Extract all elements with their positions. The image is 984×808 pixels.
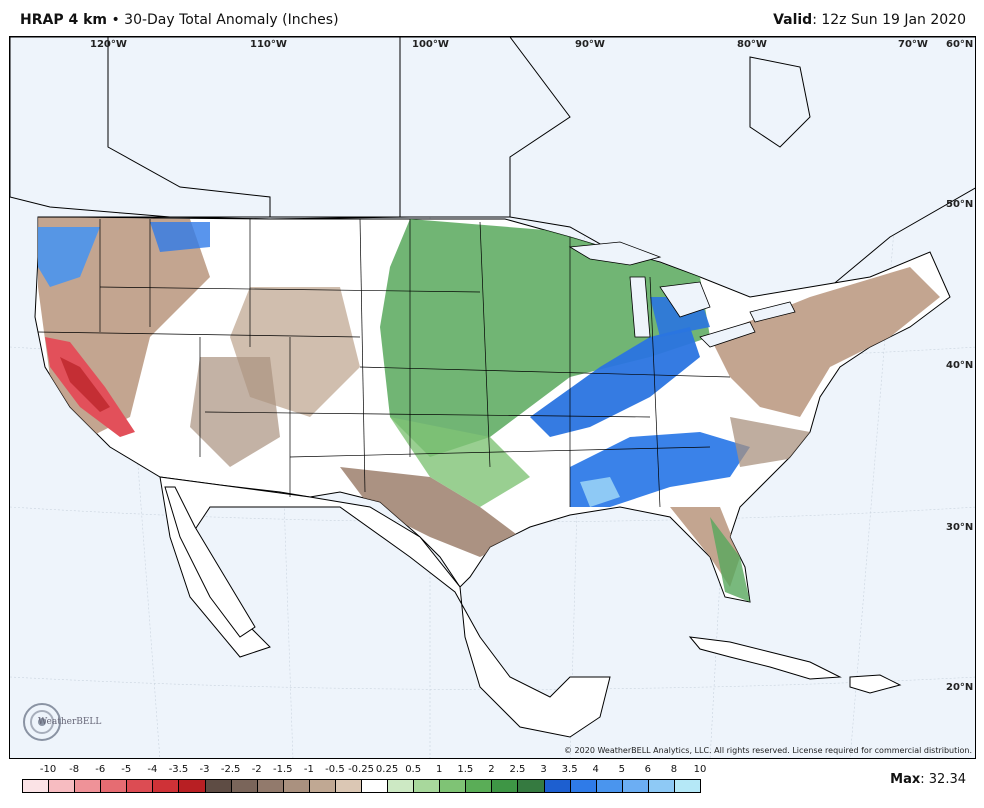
state-borders xyxy=(37,218,731,508)
colorbar-swatch xyxy=(361,779,389,793)
colorbar-swatch xyxy=(621,779,649,793)
colorbar-swatch xyxy=(204,779,232,793)
product-description: 30-Day Total Anomaly (Inches) xyxy=(124,12,339,28)
lat-label-20n: 20°N xyxy=(946,682,974,693)
lon-label-90w: 90°W xyxy=(575,39,605,50)
max-label: Max xyxy=(890,772,921,787)
colorbar-tick-label: 1 xyxy=(436,764,443,775)
colorbar-tick-label: -2 xyxy=(251,764,262,775)
colorbar-swatch xyxy=(465,779,493,793)
header-bar: HRAP 4 km • 30-Day Total Anomaly (Inches… xyxy=(0,0,984,36)
colorbar-swatch xyxy=(491,779,519,793)
colorbar-swatch xyxy=(282,779,310,793)
colorbar-swatch xyxy=(517,779,545,793)
colorbar-tick-label: 6 xyxy=(644,764,652,775)
lon-label-70w: 70°W xyxy=(898,39,928,50)
colorbar-tick-label: 1.5 xyxy=(457,764,474,775)
colorbar-tick-label: -10 xyxy=(39,764,57,775)
anomaly-map xyxy=(10,37,975,758)
colorbar-tick-label: -3 xyxy=(199,764,210,775)
map-frame: 120°W 110°W 100°W 90°W 80°W 70°W 60°N 50… xyxy=(9,36,976,759)
colorbar-swatch xyxy=(387,779,415,793)
lon-label-110w: 110°W xyxy=(250,39,287,50)
colorbar: -10 -8 -6 -5 -4 -3.5 -3 -2.5 -2 -1.5 -1 -0.5 -0.25 0.… xyxy=(22,764,706,794)
weatherbell-logo xyxy=(23,703,61,741)
colorbar-tick-label: -3.5 xyxy=(168,764,189,775)
colorbar-tick-label: 3 xyxy=(540,764,547,775)
colorbar-swatch xyxy=(413,779,441,793)
colorbar-tick-label: 2.5 xyxy=(509,764,526,775)
colorbar-swatch xyxy=(647,779,675,793)
lat-label-60n: 60°N xyxy=(946,39,974,50)
colorbar-swatch xyxy=(595,779,623,793)
colorbar-tick-label: -0.25 xyxy=(348,764,374,775)
colorbar-tick-label: 0.25 xyxy=(375,764,399,775)
colorbar-swatch xyxy=(126,779,154,793)
colorbar-tick-label: -5 xyxy=(121,764,132,775)
valid-value: : 12z Sun 19 Jan 2020 xyxy=(812,12,966,28)
map-title: HRAP 4 km • 30-Day Total Anomaly (Inches… xyxy=(20,12,339,28)
colorbar-tick-label: 4 xyxy=(592,764,599,775)
colorbar-swatch xyxy=(439,779,467,793)
copyright-credit: © 2020 WeatherBELL Analytics, LLC. All r… xyxy=(564,746,972,755)
colorbar-tick-label: -0.5 xyxy=(325,764,345,775)
title-separator: • xyxy=(111,12,120,28)
max-number: : 32.34 xyxy=(920,772,966,787)
colorbar-tick-label: 2 xyxy=(488,764,495,775)
colorbar-tick-label: -6 xyxy=(95,764,106,775)
colorbar-swatch xyxy=(22,779,50,793)
province-border-east xyxy=(509,37,571,217)
colorbar-swatch xyxy=(74,779,102,793)
colorbar-swatch xyxy=(308,779,336,793)
colorbar-tick-label: 8 xyxy=(670,764,678,775)
colorbar-tick-label: -4 xyxy=(147,764,158,775)
colorbar-swatch xyxy=(334,779,362,793)
lon-label-120w: 120°W xyxy=(90,39,127,50)
colorbar-tick-label: -1.5 xyxy=(273,764,293,775)
great-lakes xyxy=(568,241,796,348)
lon-label-80w: 80°W xyxy=(737,39,767,50)
colorbar-swatch xyxy=(673,779,701,793)
colorbar-tick-label: -1 xyxy=(303,764,314,775)
lat-label-30n: 30°N xyxy=(946,522,974,533)
province-border-west xyxy=(107,37,271,217)
colorbar-swatch xyxy=(230,779,258,793)
colorbar-swatch xyxy=(569,779,597,793)
anomaly-shading xyxy=(38,217,940,602)
colorbar-tick-label: 10 xyxy=(693,764,707,775)
colorbar-swatch xyxy=(48,779,76,793)
product-name: HRAP 4 km xyxy=(20,12,107,28)
colorbar-swatch xyxy=(152,779,180,793)
logo-text: WeatherBELL xyxy=(38,717,102,727)
colorbar-tick-label: -2.5 xyxy=(220,764,241,775)
max-value: Max: 32.34 xyxy=(890,772,966,787)
lat-label-40n: 40°N xyxy=(946,360,974,371)
colorbar-swatch xyxy=(100,779,128,793)
colorbar-swatch xyxy=(256,779,284,793)
colorbar-swatch xyxy=(543,779,571,793)
colorbar-tick-label: 3.5 xyxy=(561,764,578,775)
colorbar-tick-label: -8 xyxy=(69,764,80,775)
colorbar-tick-label: 5 xyxy=(618,764,625,775)
valid-time: Valid: 12z Sun 19 Jan 2020 xyxy=(773,12,966,28)
valid-label: Valid xyxy=(773,12,813,28)
colorbar-swatch xyxy=(178,779,206,793)
lon-label-100w: 100°W xyxy=(412,39,449,50)
colorbar-tick-label: 0.5 xyxy=(405,764,422,775)
lat-label-50n: 50°N xyxy=(946,199,974,210)
